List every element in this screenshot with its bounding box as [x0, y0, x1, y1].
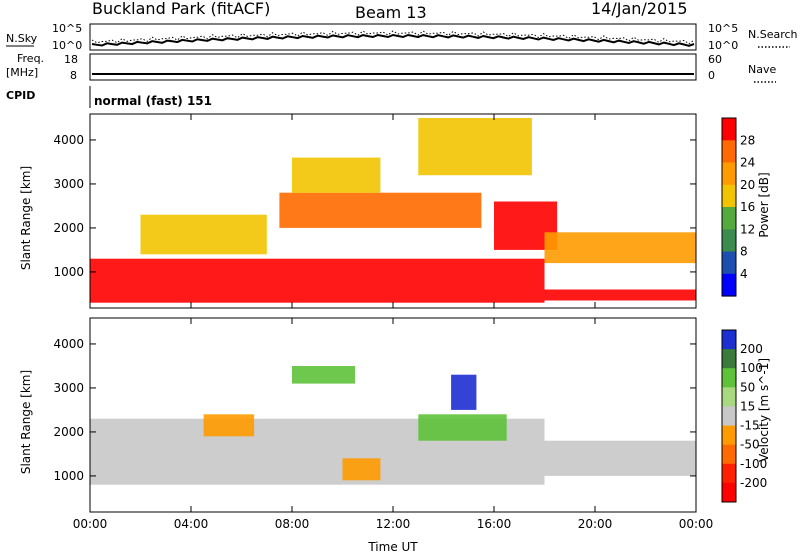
y-tick-label: 4000 — [53, 337, 84, 351]
data-region-1-1 — [544, 440, 696, 476]
noise-search-trace — [91, 30, 695, 45]
data-region-1-5 — [203, 414, 255, 437]
freq-label-line2: [MHz] — [6, 66, 38, 79]
noise-tick-left-top: 10^5 — [52, 22, 82, 35]
data-region-1-6 — [342, 458, 381, 481]
colorbar-swatch — [722, 444, 736, 465]
colorbar-swatch — [722, 184, 736, 208]
noise-panel — [89, 23, 697, 51]
nsky-label: N.Sky — [6, 32, 38, 45]
colorbar-swatch — [722, 406, 736, 426]
colorbar-frame — [721, 329, 737, 503]
colorbar-tick-label: 200 — [740, 342, 763, 356]
velocity-panel: 1000 2000 3000 4000 00:00 04:00 08:00 12:00 16:0… — [53, 317, 767, 531]
colorbar-swatch — [722, 162, 736, 186]
colorbar-tick-label: 16 — [740, 200, 755, 214]
colorbar-swatch — [722, 251, 736, 275]
colorbar-swatch — [722, 425, 736, 446]
nsearch-label: N.Search — [748, 28, 798, 41]
velocity-ylabel: Slant Range [km] — [19, 370, 33, 474]
colorbar-tick-label: 15 — [740, 399, 755, 413]
y-tick-label: 1000 — [53, 469, 84, 483]
colorbar-tick-label: 4 — [740, 267, 748, 281]
colorbar-tick-label: 100 — [740, 361, 763, 375]
x-tick-label: 08:00 — [275, 517, 310, 531]
data-region-0-1 — [140, 214, 267, 255]
y-tick-label: 3000 — [53, 381, 84, 395]
beam-title: Beam 13 — [355, 3, 427, 22]
colorbar-tick-label: 28 — [740, 133, 755, 147]
colorbar-swatch — [722, 463, 736, 484]
data-region-0-0 — [90, 258, 545, 303]
data-region-0-6 — [292, 157, 381, 193]
data-region-0-4 — [544, 289, 696, 301]
colorbar-swatch — [722, 207, 736, 230]
y-tick-label: 1000 — [53, 265, 84, 279]
colorbar-tick-label: -15 — [740, 419, 760, 433]
colorbar-swatch — [722, 140, 736, 164]
data-region-1-2 — [451, 374, 477, 410]
colorbar-tick-label: 12 — [740, 222, 755, 236]
data-region-1-3 — [418, 414, 507, 441]
power-ylabel: Slant Range [km] — [19, 166, 33, 270]
colorbar-tick-label: -100 — [740, 457, 767, 471]
colorbar-tick-label: 20 — [740, 178, 755, 192]
x-tick-label: 04:00 — [174, 517, 209, 531]
colorbar-swatch — [722, 273, 736, 297]
colorbar-swatch — [722, 229, 736, 253]
x-tick-label: 00:00 — [679, 517, 714, 531]
y-tick-label: 3000 — [53, 177, 84, 191]
y-tick-label: 2000 — [53, 221, 84, 235]
colorbar-tick-label: -50 — [740, 438, 760, 452]
freq-tick-bottom: 8 — [70, 69, 77, 82]
time-xlabel: Time UT — [367, 540, 418, 554]
colorbar-tick-label: 24 — [740, 156, 755, 170]
colorbar-swatch — [722, 118, 736, 141]
nave-tick-top: 60 — [708, 53, 722, 66]
x-tick-label: 16:00 — [477, 517, 512, 531]
data-region-0-2 — [279, 192, 482, 228]
y-tick-label: 2000 — [53, 425, 84, 439]
noise-tick-left-bottom: 10^0 — [52, 39, 82, 52]
noise-tick-right-bottom: 10^0 — [708, 39, 738, 52]
noise-sky-trace — [91, 33, 695, 47]
date-title: 14/Jan/2015 — [591, 0, 688, 18]
x-tick-label: 00:00 — [73, 517, 108, 531]
noise-tick-right-top: 10^5 — [708, 22, 738, 35]
x-tick-label: 12:00 — [376, 517, 411, 531]
data-region-0-7 — [418, 118, 532, 176]
data-region-1-4 — [292, 366, 356, 384]
freq-label-line1: Freq. — [17, 52, 44, 65]
freq-panel — [89, 53, 697, 81]
velocity-colorbar-label: Velocity [m s^-1] — [757, 358, 771, 462]
colorbar-tick-label: 8 — [740, 245, 748, 259]
colorbar-swatch — [722, 482, 736, 503]
colorbar-swatch — [722, 330, 736, 350]
station-title: Buckland Park (fitACF) — [92, 0, 270, 18]
colorbar-tick-label: -200 — [740, 476, 767, 490]
x-tick-label: 20:00 — [578, 517, 613, 531]
cpid-label: CPID — [6, 89, 35, 102]
colorbar-swatch — [722, 387, 736, 407]
colorbar-swatch — [722, 368, 736, 388]
freq-tick-top: 18 — [64, 53, 78, 66]
colorbar-frame — [721, 117, 737, 297]
nave-tick-bottom: 0 — [708, 69, 715, 82]
nave-label: Nave — [748, 63, 776, 76]
colorbar-swatch — [722, 349, 736, 369]
power-panel: 1000 2000 3000 4000 28 24 20 16 12 8 4 — [53, 113, 755, 309]
y-tick-label: 4000 — [53, 133, 84, 147]
colorbar-tick-label: 50 — [740, 380, 755, 394]
cpid-value: normal (fast) 151 — [94, 94, 212, 108]
power-colorbar-label: Power [dB] — [757, 172, 771, 237]
data-region-0-5 — [544, 232, 696, 264]
